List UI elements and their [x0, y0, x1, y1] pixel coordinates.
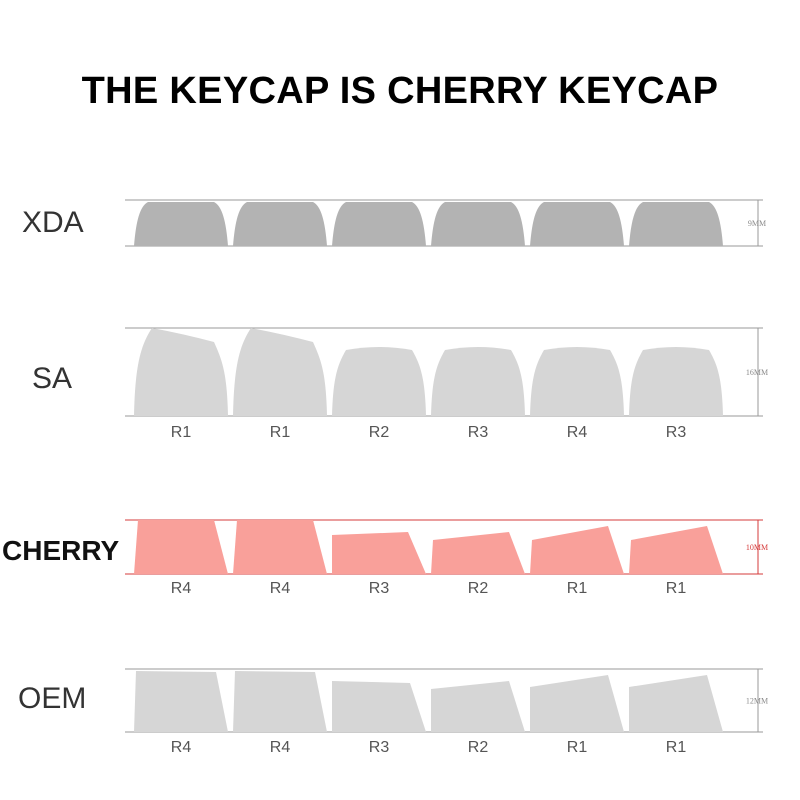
row-label: R4 — [270, 739, 291, 756]
row-label: R3 — [369, 739, 390, 756]
keycap-oem-4 — [431, 681, 525, 732]
profile-name-oem: OEM — [18, 682, 87, 715]
row-label: R3 — [666, 424, 687, 441]
keycap-sa-1 — [134, 328, 228, 416]
profile-name-cherry: CHERRY — [2, 535, 120, 566]
keycap-sa-5 — [530, 347, 624, 416]
keycap-xda-5 — [530, 202, 624, 246]
keycap-cherry-5 — [530, 526, 624, 574]
height-label: 12MM — [746, 697, 768, 706]
keycap-xda-3 — [332, 202, 426, 246]
height-label: 16MM — [746, 368, 768, 377]
keycap-cherry-1 — [134, 520, 228, 574]
keycap-cherry-6 — [629, 526, 723, 574]
row-label: R1 — [567, 580, 588, 597]
keycap-cherry-2 — [233, 520, 327, 574]
row-label: R4 — [567, 424, 588, 441]
profile-row-cherry: 10MM R4 R4 R3 R2 R1 R1 — [125, 519, 768, 597]
keycap-xda-2 — [233, 202, 327, 246]
row-label: R3 — [468, 424, 489, 441]
row-label: R2 — [468, 580, 489, 597]
profile-row-oem: 12MM R4 R4 R3 R2 R1 R1 — [125, 668, 768, 756]
page-title: THE KEYCAP IS CHERRY KEYCAP — [81, 70, 719, 112]
row-label: R1 — [666, 580, 687, 597]
keycap-oem-1 — [134, 671, 228, 732]
row-label: R1 — [567, 739, 588, 756]
profile-row-sa: 16MM R1 R1 R2 R3 R4 R3 — [125, 327, 768, 441]
keycap-cherry-3 — [332, 532, 426, 574]
row-label: R1 — [171, 424, 192, 441]
keycap-cherry-4 — [431, 532, 525, 574]
height-label: 10MM — [746, 543, 768, 552]
keycap-oem-3 — [332, 681, 426, 732]
height-label: 9MM — [748, 219, 766, 228]
profile-name-xda: XDA — [22, 206, 84, 239]
row-label: R4 — [171, 580, 192, 597]
keycap-xda-6 — [629, 202, 723, 246]
keycap-xda-1 — [134, 202, 228, 246]
row-label: R2 — [468, 739, 489, 756]
row-label: R2 — [369, 424, 390, 441]
keycap-sa-3 — [332, 347, 426, 416]
row-label: R1 — [666, 739, 687, 756]
keycap-oem-5 — [530, 675, 624, 732]
keycap-oem-6 — [629, 675, 723, 732]
keycap-oem-2 — [233, 671, 327, 732]
row-label: R4 — [270, 580, 291, 597]
row-label: R3 — [369, 580, 390, 597]
profile-row-xda: 9MM — [125, 199, 766, 247]
row-label: R4 — [171, 739, 192, 756]
keycap-sa-6 — [629, 347, 723, 416]
row-label: R1 — [270, 424, 291, 441]
profile-name-sa: SA — [32, 362, 73, 395]
keycap-xda-4 — [431, 202, 525, 246]
keycap-sa-4 — [431, 347, 525, 416]
keycap-sa-2 — [233, 328, 327, 416]
